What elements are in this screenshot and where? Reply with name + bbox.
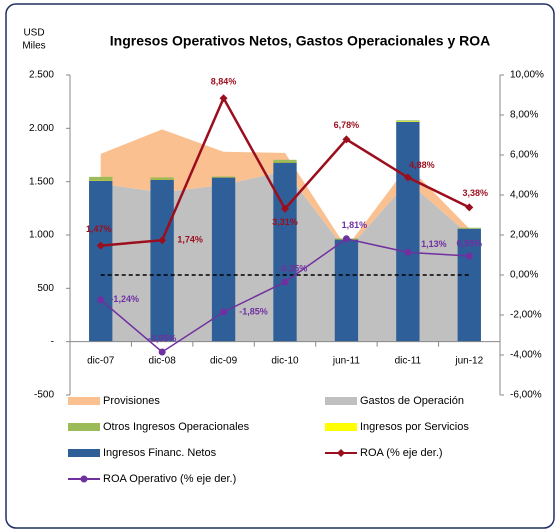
legend-swatch (68, 449, 100, 457)
marker (281, 278, 289, 286)
y-tick-label: 1.500 (29, 176, 54, 187)
marker (158, 236, 167, 245)
marker (403, 173, 412, 182)
bar (150, 179, 174, 180)
bar (457, 227, 481, 229)
y2-tick-label: 10,00% (510, 70, 544, 81)
marker (97, 296, 105, 304)
legend-label: ROA Operativo (% eje der.) (103, 473, 236, 485)
bar (334, 239, 359, 342)
bar (273, 161, 297, 163)
y-tick-label: 500 (37, 283, 54, 294)
x-tick-label: dic-08 (149, 355, 177, 366)
data-label: -1,85% (239, 306, 268, 316)
data-label: 3,38% (463, 188, 489, 198)
data-label: 4,88% (409, 160, 435, 170)
bar (396, 120, 420, 122)
data-label: 1,74% (177, 235, 203, 245)
marker (281, 204, 289, 213)
y2-tick-label: -2,00% (510, 310, 542, 321)
data-label: -1,24% (110, 294, 139, 304)
marker (404, 248, 412, 256)
y-tick-label: 2.000 (29, 123, 54, 134)
x-tick-label: jun-12 (454, 355, 483, 366)
data-label: 1,13% (421, 239, 447, 249)
bar (89, 176, 113, 181)
y-tick-label: - (51, 336, 54, 347)
data-label: -0,35% (279, 263, 308, 273)
y2-tick-label: 4,00% (510, 190, 538, 201)
y2-tick-label: -6,00% (510, 390, 542, 401)
legend-label: ROA (% eje der.) (360, 447, 443, 459)
y2-tick-label: 2,00% (510, 230, 538, 241)
marker (219, 94, 228, 103)
data-label: 8,84% (211, 77, 237, 87)
data-label: 1,81% (342, 220, 368, 230)
legend-swatch (68, 397, 100, 405)
marker (220, 308, 228, 316)
bar (150, 177, 174, 179)
y-axis-label: USD (23, 28, 44, 39)
legend-label: Gastos de Operación (360, 395, 464, 407)
marker (465, 203, 474, 212)
data-label: 0,95% (457, 238, 483, 248)
chart-title: Ingresos Operativos Netos, Gastos Operac… (110, 33, 490, 49)
x-tick-label: dic-07 (87, 355, 115, 366)
bar (150, 179, 174, 342)
bar (396, 121, 420, 342)
bar (89, 180, 113, 181)
y-tick-label: 1.000 (29, 230, 54, 241)
y2-tick-label: 0,00% (510, 270, 538, 281)
bar (211, 176, 236, 178)
data-label: 3,31% (272, 217, 298, 227)
x-tick-label: dic-09 (210, 355, 238, 366)
y-tick-label: 2.500 (29, 70, 54, 81)
legend-swatch (325, 423, 357, 431)
data-label: -3,85% (148, 333, 177, 343)
bar (211, 177, 236, 342)
legend-swatch (337, 449, 345, 457)
bar (273, 159, 297, 162)
marker (342, 235, 350, 243)
x-tick-label: dic-11 (395, 355, 422, 366)
legend-label: Ingresos Financ. Netos (103, 447, 217, 459)
y2-tick-label: 6,00% (510, 150, 538, 161)
x-tick-label: dic-10 (271, 355, 299, 366)
data-label: 6,78% (334, 120, 360, 130)
bar (89, 180, 113, 342)
bar (396, 121, 420, 122)
legend-swatch (325, 397, 357, 405)
bar (457, 228, 481, 342)
marker (465, 252, 473, 260)
legend-label: Otros Ingresos Operacionales (103, 421, 250, 433)
marker (96, 241, 105, 250)
legend-label: Provisiones (103, 395, 160, 407)
legend-swatch (68, 423, 100, 431)
x-tick-label: jun-11 (332, 355, 360, 366)
y-axis-label: Miles (22, 41, 45, 52)
area (100, 129, 470, 251)
bar (273, 162, 297, 342)
y2-tick-label: 8,00% (510, 110, 538, 121)
marker (342, 135, 351, 144)
y-tick-label: -500 (34, 390, 54, 401)
data-label: 1,47% (86, 224, 112, 234)
y2-tick-label: -4,00% (510, 350, 542, 361)
marker (158, 348, 166, 356)
legend-swatch (80, 475, 88, 483)
legend-label: Ingresos por Servicios (360, 421, 469, 433)
